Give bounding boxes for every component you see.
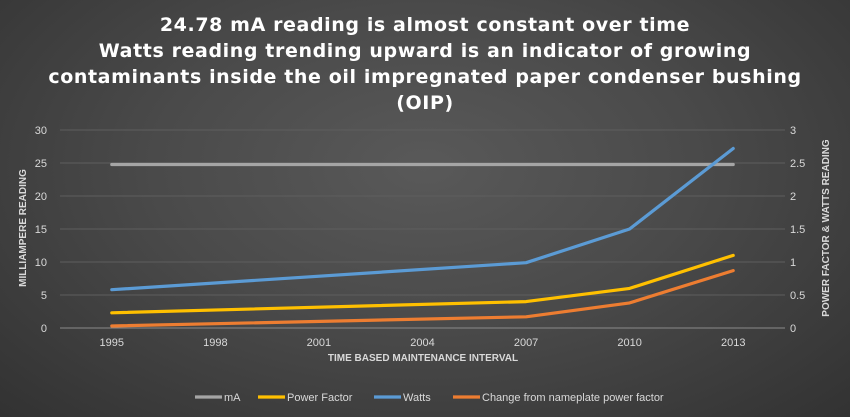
legend-label: Watts [403, 392, 431, 404]
x-tick-label: 2013 [721, 337, 745, 349]
x-tick-label: 1998 [203, 337, 227, 349]
right-axis-title: POWER FACTOR & WATTS READING [821, 139, 832, 317]
x-tick-label: 2004 [410, 337, 434, 349]
series-line-watts [110, 146, 735, 292]
chart-title: 24.78 mA reading is almost constant over… [0, 12, 850, 116]
left-y-tick-label: 15 [35, 224, 47, 236]
x-axis-title: TIME BASED MAINTENANCE INTERVAL [328, 353, 518, 364]
title-line-2: Watts reading trending upward is an indi… [98, 40, 752, 62]
legend-label: mA [224, 392, 241, 404]
left-y-tick-label: 0 [41, 323, 47, 335]
right-y-tick-label: 0 [790, 323, 796, 335]
x-tick-label: 2001 [307, 337, 331, 349]
left-y-tick-label: 30 [35, 125, 47, 137]
right-y-tick-label: 1 [790, 257, 796, 269]
gridlines [60, 129, 785, 329]
right-axis-ticks: 0 0.5 1 1.5 2 2.5 3 [790, 125, 805, 335]
x-tick-label: 2010 [617, 337, 641, 349]
title-line-1: 24.78 mA reading is almost constant over… [159, 14, 691, 36]
series-lines [110, 146, 735, 328]
series-line-change-from-nameplate-power-factor [110, 269, 735, 328]
x-tick-label: 2007 [514, 337, 538, 349]
left-y-tick-label: 20 [35, 191, 47, 203]
title-line-3: contaminants inside the oil impregnated … [48, 66, 802, 88]
title-line-4: (OIP) [396, 92, 454, 114]
legend-label: Power Factor [287, 392, 353, 404]
x-axis-ticks: 1995 1998 2001 2004 2007 2010 2013 [100, 337, 746, 349]
series-line-power-factor [110, 253, 735, 315]
x-tick-label: 1995 [100, 337, 124, 349]
left-axis-ticks: 0 5 10 15 20 25 30 [35, 125, 47, 335]
legend: mA Power Factor Watts Change from nameplate… [195, 392, 664, 404]
left-y-tick-label: 25 [35, 158, 47, 170]
right-y-tick-label: 3 [790, 125, 796, 137]
right-y-tick-label: 2 [790, 191, 796, 203]
left-axis-title: MILLIAMPERE READING [18, 169, 29, 287]
left-y-tick-label: 10 [35, 257, 47, 269]
right-y-tick-label: 0.5 [790, 290, 805, 302]
right-y-tick-label: 1.5 [790, 224, 805, 236]
legend-label: Change from nameplate power factor [482, 392, 664, 404]
left-y-tick-label: 5 [41, 290, 47, 302]
right-y-tick-label: 2.5 [790, 158, 805, 170]
